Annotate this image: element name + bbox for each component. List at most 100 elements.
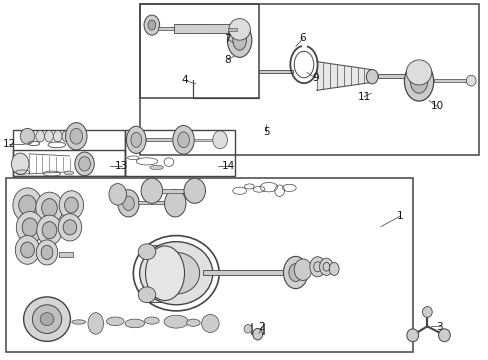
- Bar: [59, 252, 73, 257]
- Text: 2: 2: [258, 322, 264, 332]
- Ellipse shape: [64, 197, 78, 213]
- Ellipse shape: [41, 199, 57, 217]
- Ellipse shape: [404, 62, 433, 101]
- Ellipse shape: [11, 153, 29, 175]
- Bar: [173, 24, 229, 33]
- Ellipse shape: [288, 264, 302, 282]
- Text: 14: 14: [222, 161, 235, 171]
- Text: 6: 6: [299, 33, 305, 43]
- Ellipse shape: [70, 129, 82, 144]
- Text: 3: 3: [435, 322, 442, 332]
- Ellipse shape: [138, 244, 156, 260]
- Bar: [5, 178, 412, 352]
- Text: 5: 5: [263, 127, 269, 136]
- Ellipse shape: [186, 319, 200, 326]
- Bar: [146, 138, 176, 141]
- Ellipse shape: [138, 287, 156, 303]
- Ellipse shape: [366, 69, 377, 84]
- Ellipse shape: [141, 178, 162, 203]
- Ellipse shape: [126, 126, 146, 153]
- Bar: [203, 270, 288, 275]
- Bar: [158, 27, 176, 30]
- Bar: [140, 4, 259, 98]
- Text: 12: 12: [3, 139, 16, 149]
- Bar: [227, 28, 236, 31]
- Ellipse shape: [62, 131, 71, 142]
- Text: 11: 11: [357, 92, 370, 102]
- Ellipse shape: [40, 313, 54, 325]
- Text: 13: 13: [115, 161, 128, 171]
- Ellipse shape: [131, 132, 142, 147]
- Ellipse shape: [172, 126, 194, 154]
- Ellipse shape: [41, 245, 53, 260]
- Bar: [194, 139, 215, 141]
- Ellipse shape: [65, 123, 87, 150]
- Bar: [302, 45, 306, 47]
- Ellipse shape: [13, 188, 42, 222]
- Ellipse shape: [44, 131, 53, 142]
- Bar: [144, 245, 185, 302]
- Bar: [377, 74, 412, 78]
- Ellipse shape: [164, 190, 185, 217]
- Ellipse shape: [201, 315, 219, 332]
- Ellipse shape: [36, 192, 63, 224]
- Bar: [13, 130, 125, 176]
- Ellipse shape: [144, 15, 159, 35]
- Ellipse shape: [406, 329, 418, 342]
- Ellipse shape: [63, 220, 77, 235]
- Ellipse shape: [37, 215, 62, 245]
- Ellipse shape: [153, 252, 199, 294]
- Bar: [125, 130, 234, 176]
- Ellipse shape: [88, 313, 103, 334]
- Ellipse shape: [438, 329, 449, 342]
- Ellipse shape: [42, 222, 57, 239]
- Text: 9: 9: [311, 73, 318, 83]
- Ellipse shape: [150, 165, 163, 170]
- Ellipse shape: [19, 195, 36, 215]
- Ellipse shape: [36, 240, 58, 265]
- Ellipse shape: [252, 328, 262, 340]
- Ellipse shape: [109, 184, 126, 205]
- Text: 4: 4: [182, 75, 188, 85]
- Ellipse shape: [23, 297, 70, 341]
- Ellipse shape: [20, 242, 34, 258]
- Ellipse shape: [323, 262, 329, 271]
- Ellipse shape: [125, 319, 144, 328]
- Bar: [138, 201, 172, 204]
- Bar: [13, 149, 125, 176]
- Ellipse shape: [466, 75, 475, 86]
- Ellipse shape: [283, 256, 307, 289]
- Ellipse shape: [64, 171, 74, 175]
- Ellipse shape: [106, 317, 124, 325]
- Ellipse shape: [163, 315, 188, 328]
- Ellipse shape: [294, 259, 311, 280]
- Bar: [161, 189, 190, 193]
- Ellipse shape: [212, 131, 227, 149]
- Ellipse shape: [20, 129, 35, 144]
- Ellipse shape: [59, 191, 83, 220]
- Ellipse shape: [422, 307, 431, 318]
- Ellipse shape: [140, 242, 212, 305]
- Ellipse shape: [53, 131, 62, 142]
- Ellipse shape: [329, 262, 338, 275]
- Ellipse shape: [148, 20, 156, 30]
- Ellipse shape: [227, 23, 251, 57]
- Ellipse shape: [319, 258, 332, 275]
- Ellipse shape: [409, 69, 427, 93]
- Ellipse shape: [183, 178, 205, 203]
- Text: 8: 8: [224, 55, 231, 65]
- Ellipse shape: [144, 317, 159, 324]
- Ellipse shape: [32, 305, 61, 333]
- Ellipse shape: [406, 60, 431, 85]
- Ellipse shape: [36, 131, 44, 142]
- Ellipse shape: [22, 218, 38, 237]
- Ellipse shape: [122, 196, 134, 211]
- Ellipse shape: [58, 214, 81, 241]
- Ellipse shape: [232, 30, 246, 50]
- Bar: [140, 4, 478, 155]
- Ellipse shape: [118, 190, 139, 217]
- Ellipse shape: [145, 246, 184, 301]
- Ellipse shape: [16, 212, 43, 243]
- Ellipse shape: [309, 257, 325, 277]
- Ellipse shape: [72, 320, 85, 324]
